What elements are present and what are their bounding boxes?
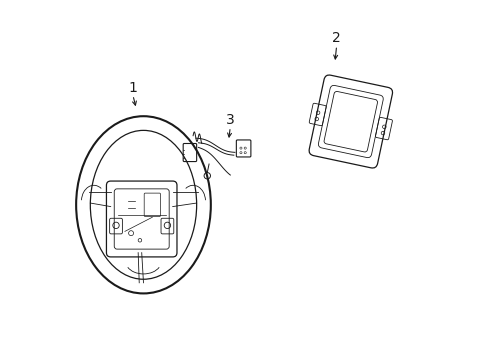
- Text: 1: 1: [128, 81, 137, 95]
- Text: 3: 3: [225, 113, 234, 127]
- Text: 2: 2: [332, 31, 340, 45]
